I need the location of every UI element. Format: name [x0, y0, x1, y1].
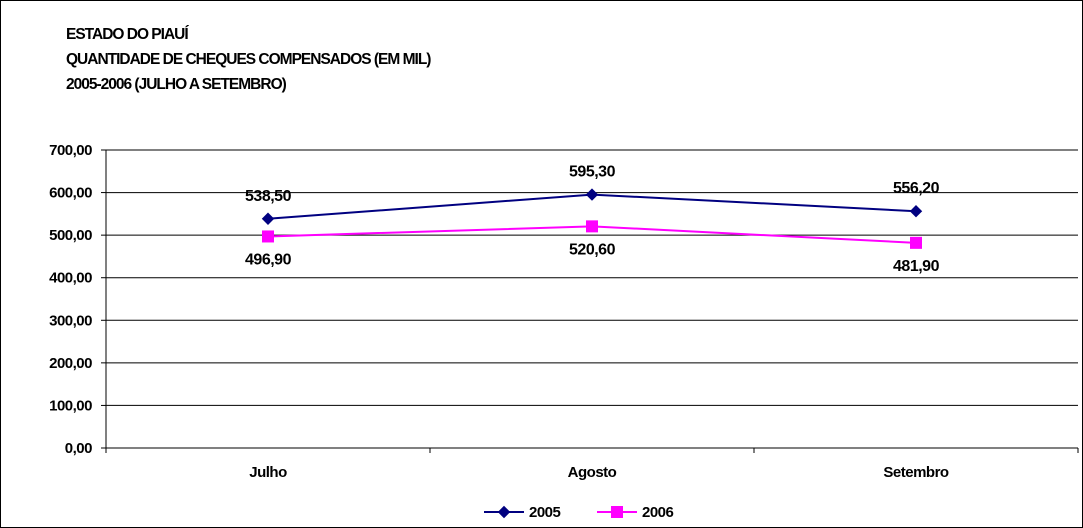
square-marker: [262, 230, 274, 243]
y-tick-label: 500,00: [49, 227, 92, 244]
diamond-marker: [909, 205, 923, 218]
data-label: 496,90: [245, 251, 292, 268]
diamond-marker: [585, 188, 599, 201]
chart-title: ESTADO DO PIAUÍ: [66, 26, 189, 43]
chart-subtitle-2: 2005-2006 (JULHO A SETEMBRO): [66, 76, 287, 93]
x-tick-labels: Julho Agosto Setembro: [249, 464, 949, 481]
data-label: 595,30: [569, 164, 616, 181]
y-tick-labels: 0,00 100,00 200,00 300,00 400,00 500,00 600,00…: [49, 142, 93, 457]
x-tick-label: Setembro: [883, 464, 949, 481]
series-group: [261, 188, 923, 249]
data-labels: 538,50 595,30 556,20 496,90 520,60 481,90: [245, 164, 940, 275]
y-tick-label: 400,00: [49, 270, 92, 287]
y-tick-label: 200,00: [49, 355, 92, 372]
y-tick-label: 600,00: [49, 185, 92, 202]
diamond-marker: [261, 212, 275, 225]
chart-titles: ESTADO DO PIAUÍ QUANTIDADE DE CHEQUES CO…: [66, 22, 431, 97]
square-marker: [586, 220, 598, 233]
x-tick-label: Julho: [249, 464, 287, 481]
data-label: 538,50: [245, 188, 292, 205]
data-label: 520,60: [569, 241, 616, 258]
data-label: 556,20: [893, 180, 940, 197]
axes: [101, 149, 1079, 453]
data-label: 481,90: [893, 258, 940, 275]
y-tick-label: 0,00: [65, 440, 92, 457]
chart-subtitle-1: QUANTIDADE DE CHEQUES COMPENSADOS (EM MI…: [66, 51, 431, 68]
legend-label: 2005: [529, 504, 561, 521]
square-marker: [611, 506, 623, 518]
legend-label: 2006: [642, 504, 674, 521]
y-tick-label: 300,00: [49, 312, 92, 329]
diamond-marker: [497, 505, 511, 519]
legend: 2005 2006: [484, 504, 674, 521]
square-marker: [910, 236, 922, 249]
y-tick-label: 700,00: [49, 142, 92, 159]
y-tick-label: 100,00: [49, 397, 92, 414]
x-tick-label: Agosto: [568, 464, 617, 481]
